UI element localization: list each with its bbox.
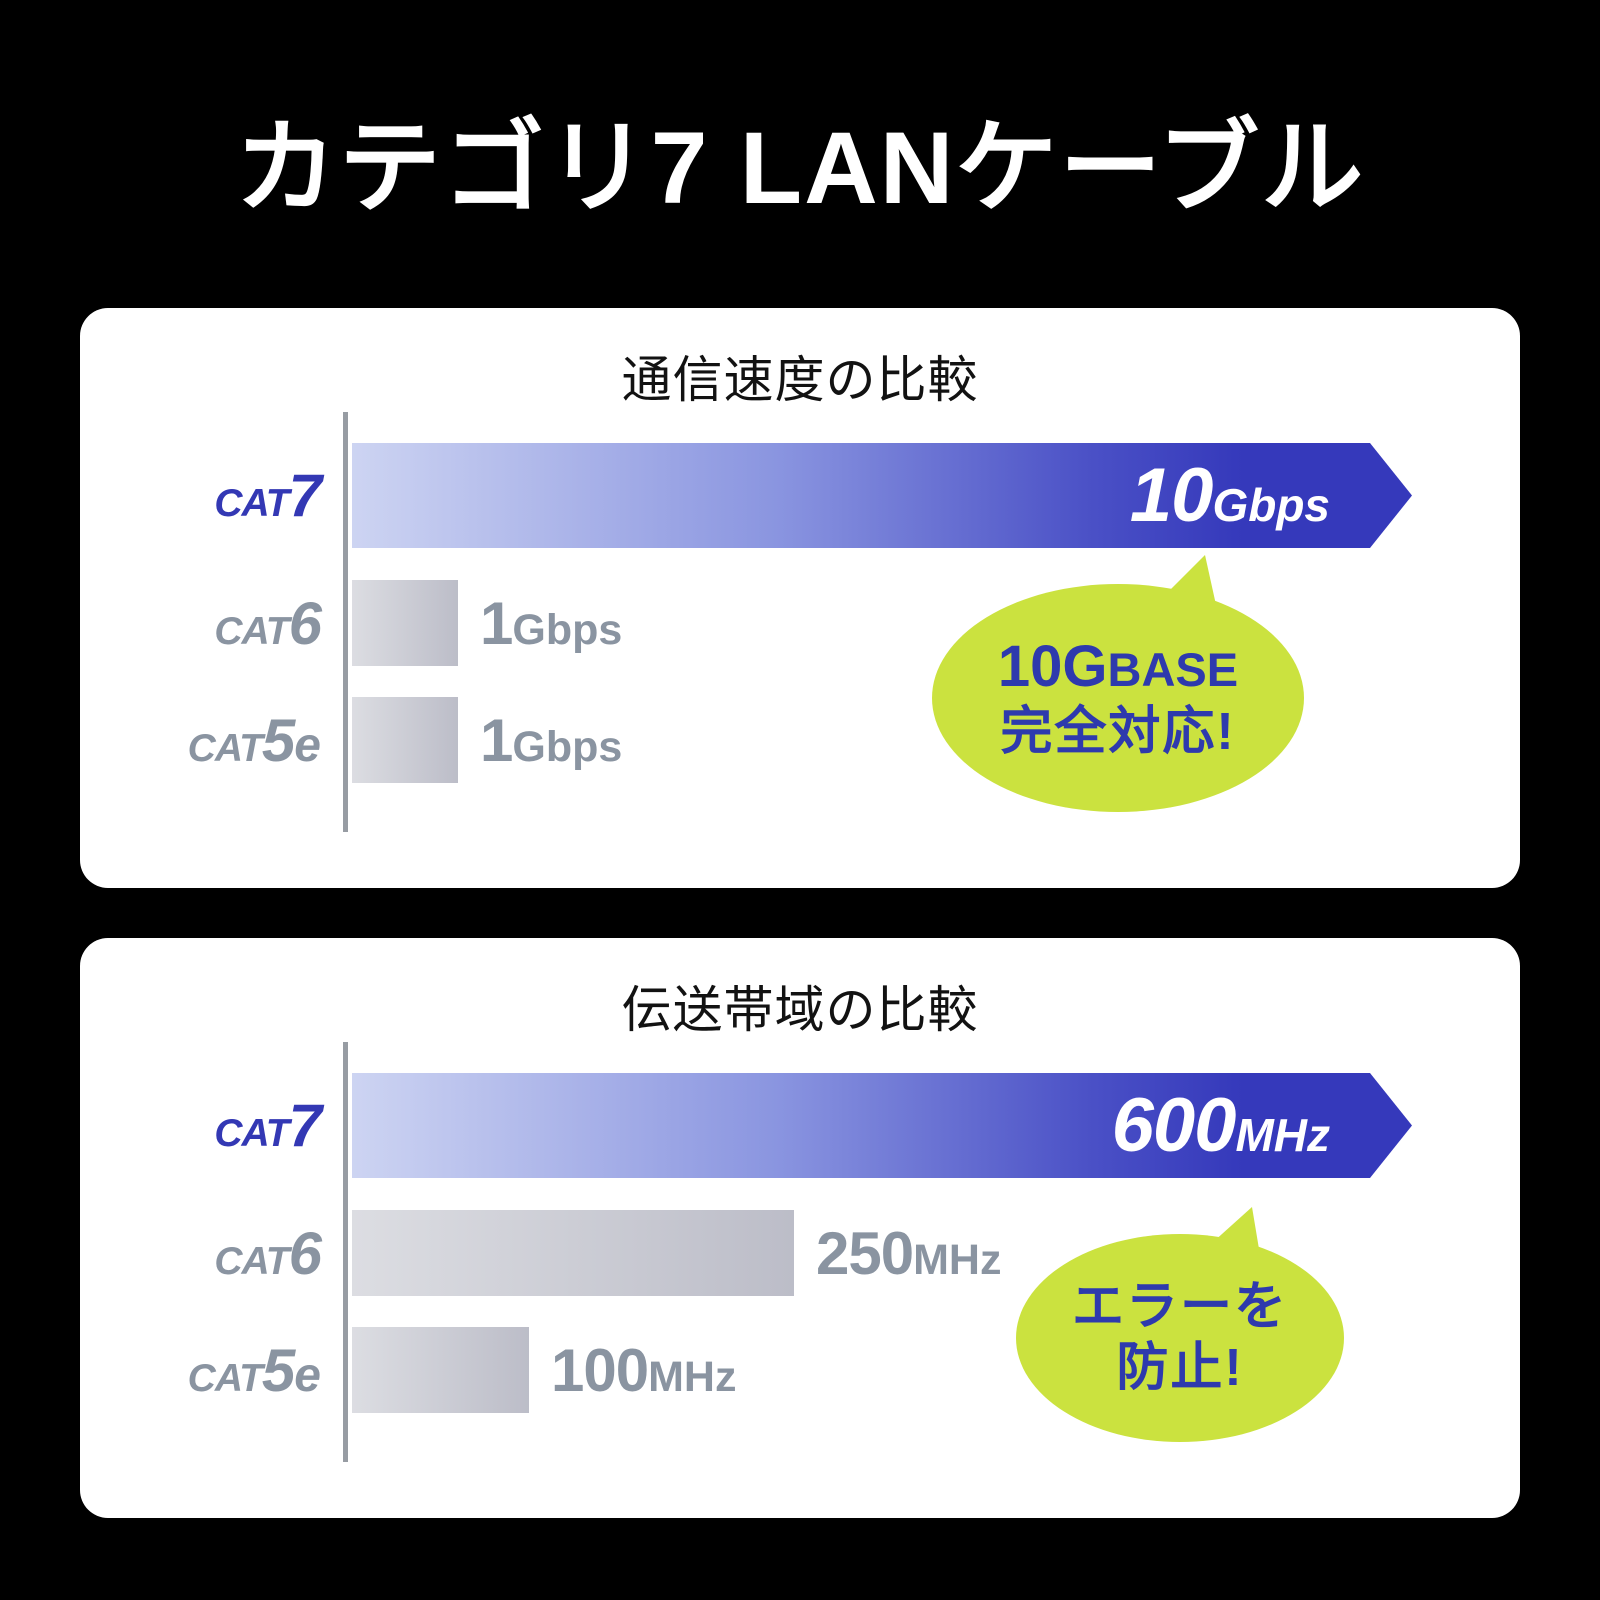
callout-line1-small: BASE [1107,643,1239,697]
bubble-ellipse [1016,1234,1344,1442]
bandwidth-chart-title: 伝送帯域の比較 [621,982,979,1038]
cat-number: 5 [261,1336,295,1404]
bandwidth-cat6-label: CAT 6 [80,1219,335,1288]
cat-number: 5 [261,706,295,774]
callout-line1: 10G BASE [998,633,1238,701]
speed-cat5e-value: 1 Gbps [480,706,622,775]
cat-suffix: e [294,718,321,772]
speed-row-cat6: CAT 6 1 Gbps [80,580,1520,666]
bubble-ellipse [932,584,1304,812]
value-number: 10 [1129,453,1213,538]
bandwidth-cat6-bar-wrap: 250 MHz [352,1210,1001,1296]
callout-line2: 完全対応! [1000,702,1236,761]
speed-cat5e-bar [352,697,458,783]
cat-number: 6 [288,1219,322,1287]
speed-cat5e-label: CAT 5 e [80,706,335,775]
speed-chart-axis [343,412,348,832]
value-unit: Gbps [512,722,623,771]
value-unit: MHz [648,1352,737,1401]
value-number: 600 [1111,1083,1236,1168]
speed-chart-title: 通信速度の比較 [621,352,979,408]
bandwidth-cat5e-value: 100 MHz [551,1336,736,1405]
bandwidth-row-cat7: CAT 7 600 MHz [80,1073,1520,1178]
bandwidth-cat5e-bar [352,1327,529,1413]
bandwidth-callout-bubble: エラーを 防止! [1010,1205,1355,1450]
bandwidth-cat5e-label: CAT 5 e [80,1336,335,1405]
speed-cat7-label: CAT 7 [80,461,335,530]
cat-prefix: CAT [214,609,289,653]
bandwidth-cat7-bar-wrap: 600 MHz [352,1073,1412,1178]
bandwidth-comparison-card: 伝送帯域の比較 CAT 7 600 MHz CAT 6 250 MHz [80,938,1520,1518]
bandwidth-cat7-label: CAT 7 [80,1091,335,1160]
value-unit: MHz [913,1235,1002,1284]
page-title: カテゴリ7 LANケーブル [234,111,1366,225]
cat-prefix: CAT [214,1239,289,1283]
speed-cat5e-bar-wrap: 1 Gbps [352,697,622,783]
value-number: 1 [480,706,513,774]
value-unit: Gbps [1212,479,1330,531]
speed-callout-text: 10G BASE 完全対応! [930,584,1306,812]
cat-prefix: CAT [214,482,289,525]
callout-line1: エラーを [1071,1277,1288,1336]
bandwidth-cat7-bar: 600 MHz [352,1073,1412,1178]
speech-bubble-shape [932,555,1304,812]
speed-cat7-bar: 10 Gbps [352,443,1412,548]
speech-bubble-shape [1016,1207,1344,1442]
cat-prefix: CAT [214,1112,289,1155]
cat-number: 6 [288,589,322,657]
value-unit: Gbps [512,605,623,654]
cat-number: 7 [288,462,322,529]
value-number: 100 [551,1336,649,1404]
speed-row-cat5e: CAT 5 e 1 Gbps [80,697,1520,783]
value-number: 250 [816,1219,914,1287]
speed-cat6-value: 1 Gbps [480,589,622,658]
bandwidth-chart-axis [343,1042,348,1462]
bandwidth-cat6-bar [352,1210,794,1296]
cat-prefix: CAT [187,1356,263,1400]
value-unit: MHz [1235,1109,1330,1161]
callout-line1-big: 10G [997,634,1108,700]
bandwidth-cat6-value: 250 MHz [816,1219,1001,1288]
speed-cat6-bar [352,580,458,666]
speed-callout-bubble: 10G BASE 完全対応! [930,553,1320,833]
speed-cat7-value: 10 Gbps [1130,452,1330,539]
value-number: 1 [480,589,513,657]
bandwidth-row-cat6: CAT 6 250 MHz [80,1210,1520,1296]
cat-prefix: CAT [187,726,263,770]
bandwidth-row-cat5e: CAT 5 e 100 MHz [80,1327,1520,1413]
speed-comparison-card: 通信速度の比較 CAT 7 10 Gbps CAT 6 1 Gbps [80,308,1520,888]
speed-cat6-bar-wrap: 1 Gbps [352,580,622,666]
speed-row-cat7: CAT 7 10 Gbps [80,443,1520,548]
speed-cat7-bar-wrap: 10 Gbps [352,443,1412,548]
bandwidth-cat5e-bar-wrap: 100 MHz [352,1327,736,1413]
cat-suffix: e [294,1348,321,1402]
bandwidth-cat7-value: 600 MHz [1112,1082,1330,1169]
bandwidth-callout-text: エラーを 防止! [1010,1234,1350,1442]
speed-cat6-label: CAT 6 [80,589,335,658]
cat-number: 7 [288,1092,322,1159]
callout-line2: 防止! [1116,1339,1244,1397]
